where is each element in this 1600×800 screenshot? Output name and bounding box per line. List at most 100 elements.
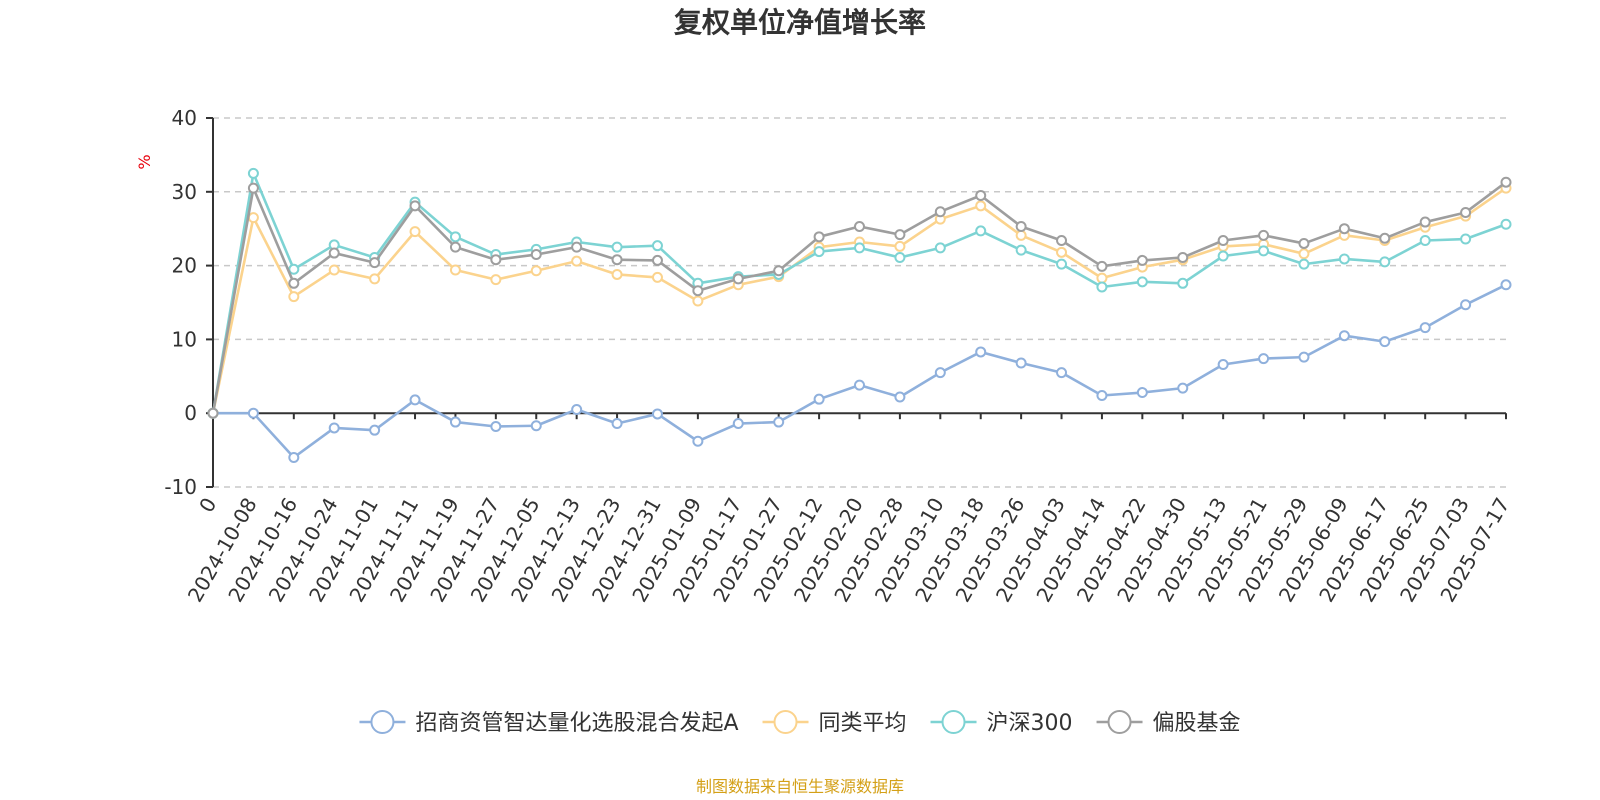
data-point[interactable] <box>1500 218 1512 230</box>
data-point[interactable] <box>207 407 219 419</box>
data-point[interactable] <box>1015 357 1027 369</box>
data-point[interactable] <box>611 241 623 253</box>
data-point[interactable] <box>449 416 461 428</box>
data-point[interactable] <box>490 420 502 432</box>
data-point[interactable] <box>1056 235 1068 247</box>
data-point[interactable] <box>975 189 987 201</box>
data-point[interactable] <box>813 393 825 405</box>
data-point[interactable] <box>692 435 704 447</box>
data-point[interactable] <box>934 206 946 218</box>
data-point[interactable] <box>449 231 461 243</box>
data-point[interactable] <box>934 367 946 379</box>
data-point[interactable] <box>1298 248 1310 260</box>
data-point[interactable] <box>490 274 502 286</box>
data-point[interactable] <box>1056 258 1068 270</box>
data-point[interactable] <box>247 212 259 224</box>
data-point[interactable] <box>571 241 583 253</box>
legend-item[interactable]: 沪深300 <box>930 710 1073 736</box>
data-point[interactable] <box>854 242 865 254</box>
data-point[interactable] <box>1460 206 1472 218</box>
data-point[interactable] <box>530 249 542 261</box>
data-point[interactable] <box>571 404 583 416</box>
data-point[interactable] <box>651 408 663 420</box>
data-point[interactable] <box>369 424 381 436</box>
legend-item[interactable]: 同类平均 <box>762 710 907 736</box>
legend-item[interactable]: 招商资管智达量化选股混合发起A <box>359 710 739 736</box>
data-point[interactable] <box>1217 235 1229 247</box>
data-point[interactable] <box>651 254 663 266</box>
data-point[interactable] <box>1338 330 1350 342</box>
data-point[interactable] <box>813 231 825 243</box>
data-point[interactable] <box>692 285 704 297</box>
data-point[interactable] <box>247 407 259 419</box>
data-point[interactable] <box>1298 258 1310 270</box>
data-point[interactable] <box>651 271 663 283</box>
data-point[interactable] <box>1015 220 1027 232</box>
data-point[interactable] <box>1096 389 1108 401</box>
data-point[interactable] <box>692 295 704 307</box>
data-point[interactable] <box>1056 367 1068 379</box>
data-point[interactable] <box>975 225 987 237</box>
data-point[interactable] <box>571 255 583 267</box>
data-point[interactable] <box>651 240 663 252</box>
data-point[interactable] <box>813 246 825 258</box>
data-point[interactable] <box>247 182 259 194</box>
data-point[interactable] <box>1258 229 1270 241</box>
data-point[interactable] <box>975 346 987 358</box>
data-point[interactable] <box>1136 387 1148 399</box>
data-point[interactable] <box>288 263 300 275</box>
data-point[interactable] <box>288 277 300 289</box>
data-point[interactable] <box>1500 176 1512 188</box>
data-point[interactable] <box>1096 260 1108 272</box>
data-point[interactable] <box>328 422 340 434</box>
data-point[interactable] <box>854 220 865 232</box>
data-point[interactable] <box>1177 277 1189 289</box>
data-point[interactable] <box>1419 322 1431 334</box>
data-point[interactable] <box>732 273 744 285</box>
data-point[interactable] <box>449 241 461 253</box>
data-point[interactable] <box>1217 358 1229 370</box>
data-point[interactable] <box>854 379 865 391</box>
data-point[interactable] <box>490 254 502 266</box>
data-point[interactable] <box>773 265 785 277</box>
data-point[interactable] <box>1379 336 1391 348</box>
data-point[interactable] <box>1379 256 1391 268</box>
data-point[interactable] <box>530 265 542 277</box>
data-point[interactable] <box>1338 253 1350 265</box>
data-point[interactable] <box>1419 235 1431 247</box>
data-point[interactable] <box>1258 353 1270 365</box>
data-point[interactable] <box>1177 251 1189 263</box>
legend[interactable]: 招商资管智达量化选股混合发起A 同类平均 沪深300 偏股基金 <box>359 710 1241 736</box>
data-point[interactable] <box>1056 246 1068 258</box>
data-point[interactable] <box>894 240 906 252</box>
data-point[interactable] <box>894 251 906 263</box>
data-point[interactable] <box>1096 272 1108 284</box>
data-point[interactable] <box>1177 382 1189 394</box>
data-point[interactable] <box>328 247 340 259</box>
data-point[interactable] <box>409 226 421 238</box>
data-point[interactable] <box>1015 244 1027 256</box>
data-point[interactable] <box>894 391 906 403</box>
data-point[interactable] <box>409 200 421 212</box>
data-point[interactable] <box>449 264 461 276</box>
data-point[interactable] <box>975 200 987 212</box>
data-point[interactable] <box>773 416 785 428</box>
data-point[interactable] <box>1015 229 1027 241</box>
data-point[interactable] <box>1136 254 1148 266</box>
data-point[interactable] <box>1258 245 1270 257</box>
data-point[interactable] <box>1338 223 1350 235</box>
data-point[interactable] <box>611 268 623 280</box>
data-point[interactable] <box>894 229 906 241</box>
data-point[interactable] <box>1419 216 1431 228</box>
data-point[interactable] <box>611 254 623 266</box>
data-point[interactable] <box>530 420 542 432</box>
data-point[interactable] <box>369 273 381 285</box>
data-point[interactable] <box>1379 232 1391 244</box>
data-point[interactable] <box>1500 279 1512 291</box>
data-point[interactable] <box>328 264 340 276</box>
data-point[interactable] <box>288 451 300 463</box>
data-point[interactable] <box>1136 276 1148 288</box>
data-point[interactable] <box>369 257 381 269</box>
data-point[interactable] <box>611 418 623 430</box>
data-point[interactable] <box>1096 281 1108 293</box>
